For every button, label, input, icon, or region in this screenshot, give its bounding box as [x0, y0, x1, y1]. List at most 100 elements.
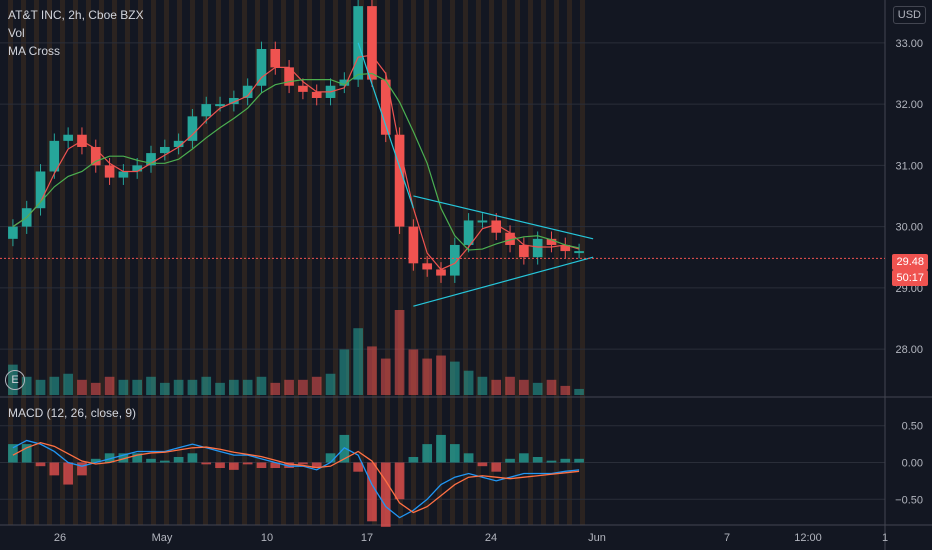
session-stripe	[229, 0, 234, 525]
macd-histogram-bar	[118, 453, 129, 463]
volume-bar	[270, 382, 281, 395]
volume-bar	[422, 358, 433, 395]
earnings-marker[interactable]: E	[5, 370, 25, 390]
macd-histogram-bar	[463, 453, 474, 463]
candle-body	[242, 85, 253, 98]
session-stripe	[47, 0, 52, 525]
session-stripe	[112, 0, 117, 525]
ma-cross-legend[interactable]: MA Cross	[8, 44, 61, 58]
volume-bar	[311, 376, 322, 395]
macd-histogram-bar	[146, 458, 156, 463]
macd-histogram-bar	[394, 462, 405, 500]
volume-bar	[477, 376, 488, 395]
session-stripe	[255, 0, 260, 525]
session-stripe	[190, 0, 195, 525]
candle-body	[380, 79, 391, 135]
volume-bar	[546, 379, 557, 395]
session-stripe	[203, 0, 208, 525]
macd-tick-label: 0.50	[902, 421, 923, 433]
volume-bar	[436, 355, 446, 395]
volume-bar	[132, 379, 143, 395]
candle-body	[284, 67, 294, 86]
macd-histogram-bar	[132, 453, 143, 463]
macd-histogram-bar	[546, 460, 557, 463]
macd-pane	[8, 434, 584, 527]
macd-histogram-bar	[8, 444, 18, 463]
candle-body	[90, 146, 101, 166]
symbol-title[interactable]: AT&T INC, 2h, Cboe BZX	[8, 8, 144, 22]
macd-histogram-bar	[90, 458, 101, 463]
candle-body	[63, 134, 73, 141]
session-stripe	[164, 0, 169, 525]
candle-body	[532, 238, 543, 258]
session-stripe	[398, 0, 403, 525]
time-tick-label: 17	[361, 532, 373, 544]
currency-badge[interactable]: USD	[892, 6, 926, 24]
macd-histogram-bar	[63, 462, 73, 485]
price-tick-label: 33.00	[895, 38, 923, 50]
volume-bar	[463, 370, 474, 395]
session-stripe	[216, 0, 221, 525]
macd-histogram-bar	[35, 462, 46, 467]
macd-histogram-bar	[380, 462, 391, 527]
session-stripe	[320, 0, 325, 525]
time-tick-label: 26	[54, 532, 66, 544]
candle-body	[463, 220, 474, 245]
macd-histogram-bar	[242, 462, 253, 465]
session-stripe	[242, 0, 247, 525]
session-stripe	[177, 0, 182, 525]
candle-body	[229, 97, 239, 105]
volume-bar	[63, 373, 73, 395]
volume-bar	[574, 388, 584, 395]
volume-bar	[118, 379, 129, 395]
ma-slow-line	[12, 72, 580, 251]
macd-histogram-bar	[201, 462, 212, 465]
macd-tick-label: 0.00	[902, 458, 923, 470]
volume-bar	[367, 346, 377, 395]
macd-histogram-bar	[560, 458, 571, 463]
price-tick-label: 28.00	[895, 344, 923, 356]
time-tick-label: 7	[724, 532, 730, 544]
volume-bar	[21, 376, 32, 395]
session-stripe	[294, 0, 299, 525]
session-stripe	[372, 0, 377, 525]
volume-bar	[90, 382, 101, 395]
macd-line	[12, 439, 580, 519]
session-stripe	[34, 0, 39, 525]
macd-histogram-bar	[422, 444, 433, 463]
volume-bar	[35, 379, 46, 395]
session-stripe	[463, 0, 468, 525]
vol-legend[interactable]: Vol	[8, 26, 25, 40]
price-tick-label: 32.00	[895, 99, 923, 111]
volume-bar	[215, 382, 225, 395]
candle-body	[311, 91, 322, 98]
volume-bar	[284, 379, 294, 395]
macd-histogram-bar	[104, 453, 115, 463]
candle-body	[8, 226, 18, 239]
candle-body	[574, 251, 584, 254]
macd-legend[interactable]: MACD (12, 26, close, 9)	[8, 406, 137, 420]
session-stripe	[125, 0, 130, 525]
volume-bar	[532, 382, 543, 395]
volume-bar	[173, 379, 184, 395]
macd-histogram-bar	[49, 462, 60, 476]
candle-body	[408, 226, 419, 264]
candle-body	[35, 171, 46, 209]
macd-histogram-bar	[284, 462, 294, 469]
candle-body	[270, 48, 281, 68]
volume-bar	[353, 328, 363, 395]
candle-body	[353, 6, 363, 80]
macd-histogram-bar	[353, 462, 363, 472]
macd-histogram-bar	[505, 458, 515, 463]
macd-histogram-bar	[367, 462, 377, 522]
candle-body	[436, 269, 446, 276]
session-stripe	[8, 0, 13, 525]
candle-body	[256, 48, 267, 86]
session-stripe	[502, 0, 507, 525]
session-stripe	[437, 0, 442, 525]
volume-bar	[104, 376, 115, 395]
candle-body	[367, 6, 377, 80]
candle-body	[519, 244, 529, 258]
session-stripe	[554, 0, 559, 525]
